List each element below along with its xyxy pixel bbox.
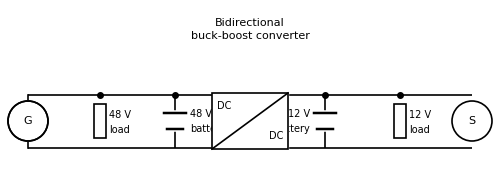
- Bar: [212, 93, 288, 149]
- Bar: [394, 104, 406, 138]
- Text: load: load: [409, 125, 430, 135]
- Text: battery: battery: [274, 124, 310, 134]
- Text: 12 V: 12 V: [288, 109, 310, 119]
- Bar: [394, 104, 406, 138]
- Text: Bidirectional
buck-boost converter: Bidirectional buck-boost converter: [190, 18, 310, 41]
- Text: DC: DC: [217, 101, 232, 111]
- Text: 12 V: 12 V: [409, 110, 431, 120]
- Text: G: G: [24, 116, 32, 126]
- Text: 48 V: 48 V: [190, 109, 212, 119]
- Bar: [94, 104, 106, 138]
- Text: load: load: [109, 125, 130, 135]
- Text: DC: DC: [268, 131, 283, 141]
- Bar: [212, 93, 288, 149]
- Text: 48 V: 48 V: [109, 110, 131, 120]
- Bar: [94, 104, 106, 138]
- Circle shape: [452, 101, 492, 141]
- Circle shape: [8, 101, 48, 141]
- Text: S: S: [468, 116, 475, 126]
- Text: battery: battery: [190, 124, 226, 134]
